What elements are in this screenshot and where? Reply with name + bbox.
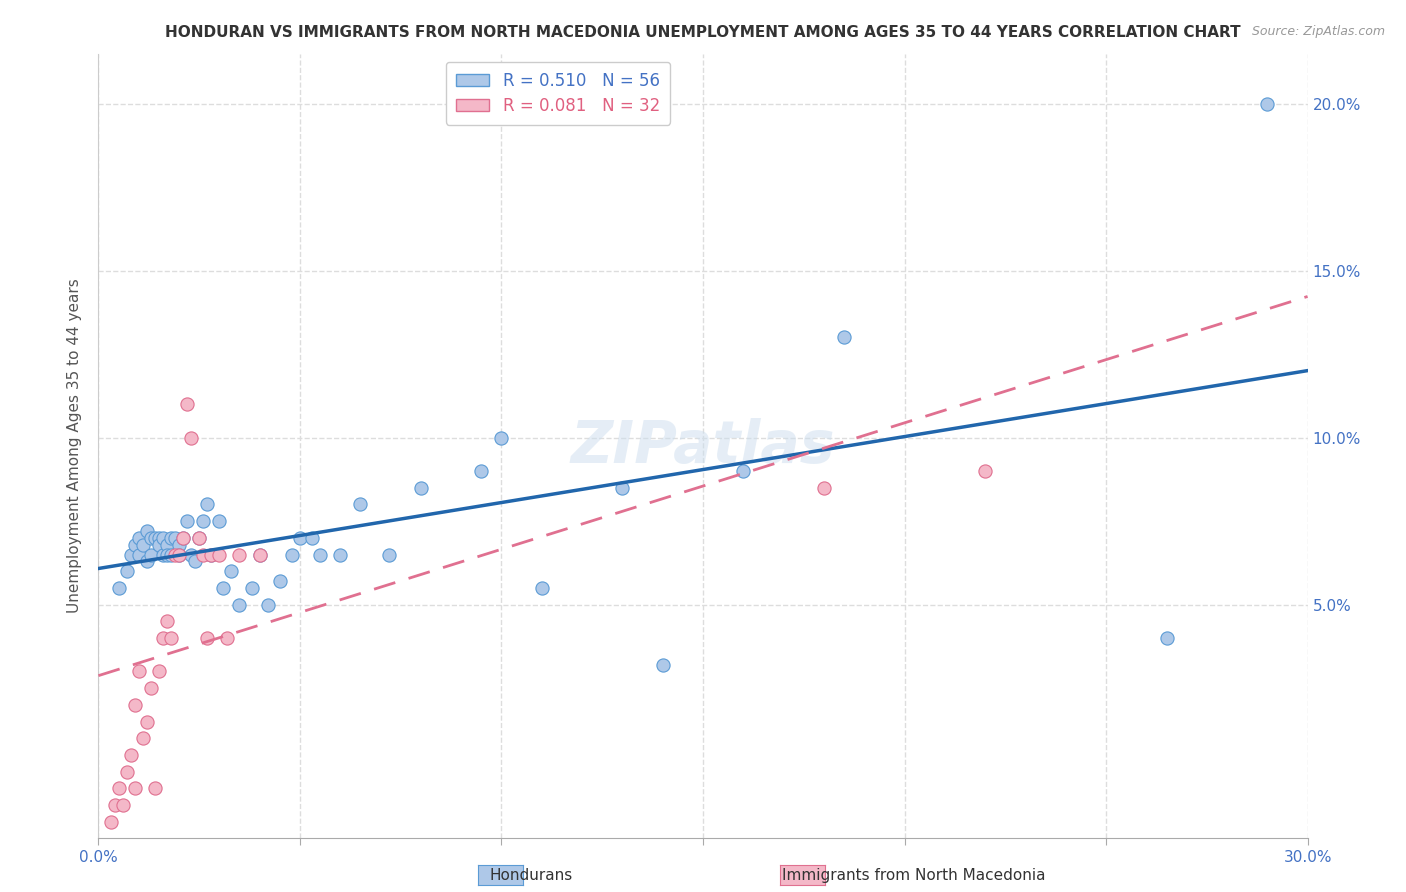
Point [124, 537, 146, 551]
Point [1256, 96, 1278, 111]
Point [329, 548, 352, 562]
Point [193, 514, 215, 528]
Point [249, 548, 271, 562]
Point [180, 431, 202, 445]
Point [212, 581, 235, 595]
Point [184, 554, 207, 568]
Point [152, 531, 174, 545]
Point [135, 524, 157, 538]
Point [115, 764, 138, 779]
Point [288, 531, 311, 545]
Point [132, 537, 155, 551]
Point [256, 598, 278, 612]
Point [176, 514, 198, 528]
Point [152, 631, 174, 645]
Point [349, 498, 371, 512]
Text: Immigrants from North Macedonia: Immigrants from North Macedonia [782, 869, 1046, 883]
Point [195, 498, 218, 512]
Point [143, 531, 166, 545]
Point [103, 798, 125, 813]
Legend: R = 0.510   N = 56, R = 0.081   N = 32: R = 0.510 N = 56, R = 0.081 N = 32 [446, 62, 669, 125]
Point [208, 514, 231, 528]
Point [139, 531, 162, 545]
Point [188, 531, 211, 545]
Point [120, 548, 142, 562]
Text: Source: ZipAtlas.com: Source: ZipAtlas.com [1251, 25, 1385, 38]
Point [832, 330, 855, 344]
Point [200, 548, 222, 562]
Point [167, 548, 190, 562]
Point [148, 537, 170, 551]
Text: ZIPatlas: ZIPatlas [571, 417, 835, 475]
Point [148, 665, 170, 679]
Point [208, 548, 231, 562]
Point [195, 631, 218, 645]
Point [217, 631, 239, 645]
Point [107, 581, 129, 595]
Point [172, 531, 194, 545]
Point [156, 615, 179, 629]
Point [176, 397, 198, 411]
Point [301, 531, 323, 545]
Point [193, 548, 215, 562]
Text: HONDURAN VS IMMIGRANTS FROM NORTH MACEDONIA UNEMPLOYMENT AMONG AGES 35 TO 44 YEA: HONDURAN VS IMMIGRANTS FROM NORTH MACEDO… [165, 25, 1241, 40]
Point [228, 548, 250, 562]
Y-axis label: Unemployment Among Ages 35 to 44 years: Unemployment Among Ages 35 to 44 years [67, 278, 83, 614]
Point [188, 531, 211, 545]
Point [156, 548, 179, 562]
Point [167, 537, 190, 551]
Point [240, 581, 263, 595]
Point [200, 548, 222, 562]
Point [107, 781, 129, 796]
Point [470, 464, 492, 478]
Point [221, 564, 243, 578]
Point [139, 681, 162, 695]
Point [160, 548, 183, 562]
Point [115, 564, 138, 578]
Point [813, 481, 835, 495]
Point [281, 548, 304, 562]
Point [160, 631, 183, 645]
Point [733, 464, 755, 478]
Point [180, 548, 202, 562]
Point [143, 781, 166, 796]
Point [156, 537, 179, 551]
Point [172, 531, 194, 545]
Point [228, 598, 250, 612]
Point [491, 431, 513, 445]
Point [139, 548, 162, 562]
Point [128, 665, 150, 679]
Point [377, 548, 399, 562]
Point [128, 531, 150, 545]
Point [124, 781, 146, 796]
Point [651, 657, 673, 672]
Point [163, 548, 186, 562]
Point [974, 464, 997, 478]
Point [135, 554, 157, 568]
Point [160, 531, 183, 545]
Point [120, 747, 142, 762]
Point [148, 531, 170, 545]
Point [612, 481, 634, 495]
Point [269, 574, 291, 589]
Point [530, 581, 553, 595]
Point [167, 548, 190, 562]
Point [1156, 631, 1178, 645]
Text: Hondurans: Hondurans [489, 869, 574, 883]
Point [152, 548, 174, 562]
Point [163, 531, 186, 545]
Point [100, 814, 122, 829]
Point [124, 698, 146, 712]
Point [249, 548, 271, 562]
Point [135, 714, 157, 729]
Point [111, 798, 134, 813]
Point [409, 481, 432, 495]
Point [128, 548, 150, 562]
Point [132, 731, 155, 746]
Point [309, 548, 332, 562]
